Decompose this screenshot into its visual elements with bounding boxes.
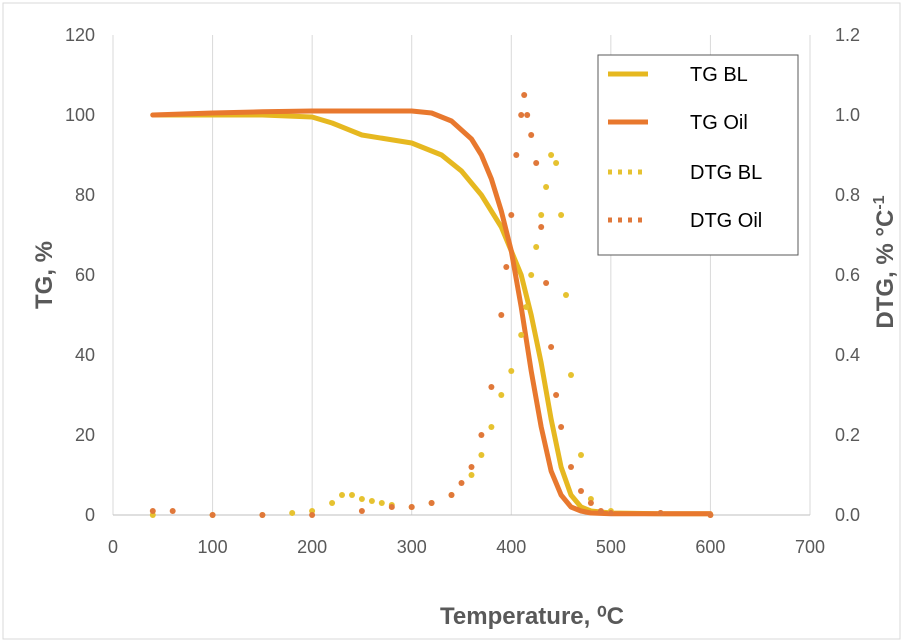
series-3-point-12 xyxy=(478,432,485,438)
series-2-point-31 xyxy=(578,452,584,458)
x-tick-label-2: 200 xyxy=(297,537,327,557)
series-2-point-18 xyxy=(498,392,505,398)
y-axis-right-title-main: DTG, % °C xyxy=(872,210,899,329)
series-2-point-28 xyxy=(558,212,565,218)
series-layer xyxy=(149,92,714,518)
series-2-point-19 xyxy=(508,368,515,374)
series-3-point-32 xyxy=(607,510,614,516)
series-3-point-27 xyxy=(558,424,565,430)
series-3-point-34 xyxy=(707,512,714,518)
series-3-point-3 xyxy=(259,512,266,518)
series-3-point-31 xyxy=(597,508,604,514)
series-2-point-25 xyxy=(543,184,550,190)
series-3-point-15 xyxy=(503,264,510,270)
series-3-point-4 xyxy=(309,512,316,518)
series-3-point-33 xyxy=(657,510,664,516)
y-left-tick-label-5: 100 xyxy=(65,105,95,125)
legend-label-dtg-oil: DTG Oil xyxy=(690,210,762,232)
series-3-point-25 xyxy=(548,344,555,350)
series-3-point-11 xyxy=(468,464,475,470)
series-3-point-0 xyxy=(149,508,156,514)
series-2-point-29 xyxy=(563,292,569,298)
series-2-point-20 xyxy=(518,332,525,338)
y-left-tick-label-3: 60 xyxy=(75,265,95,285)
y-right-tick-label-4: 0.8 xyxy=(835,185,860,205)
legend-label-tg-oil: TG Oil xyxy=(690,112,748,134)
y-left-tick-label-4: 80 xyxy=(75,185,95,205)
series-3-point-13 xyxy=(488,384,495,390)
series-3-point-17 xyxy=(513,152,520,158)
y-left-tick-label-1: 20 xyxy=(75,425,95,445)
legend: TG BL TG Oil DTG BL DTG Oil xyxy=(597,54,799,256)
y-left-tick-label-2: 40 xyxy=(75,345,95,365)
series-2-point-30 xyxy=(568,372,574,378)
x-tick-label-3: 300 xyxy=(397,537,427,557)
series-3-point-30 xyxy=(587,500,594,506)
y-right-tick-label-6: 1.2 xyxy=(835,25,860,45)
series-2-point-15 xyxy=(468,472,475,478)
x-tick-label-4: 400 xyxy=(496,537,526,557)
series-2-point-10 xyxy=(378,500,385,506)
x-tick-label-6: 600 xyxy=(695,537,725,557)
y-right-tick-label-1: 0.2 xyxy=(835,425,860,445)
series-2-point-3 xyxy=(289,510,296,516)
series-3-point-28 xyxy=(568,464,574,470)
series-3-point-21 xyxy=(528,132,535,138)
series-2-point-26 xyxy=(548,152,555,158)
y-axis-right-title-superscript: -1 xyxy=(871,195,888,209)
series-3-point-24 xyxy=(543,280,550,286)
series-3-point-6 xyxy=(388,504,395,510)
y-left-tick-label-0: 0 xyxy=(85,505,95,525)
tick-labels: 0 100 200 300 400 500 600 700 0 20 40 60 80 100 120 0.0… xyxy=(65,25,860,557)
y-right-tick-label-5: 1.0 xyxy=(835,105,860,125)
series-3-point-14 xyxy=(498,312,505,318)
series-2-point-27 xyxy=(553,160,560,166)
series-2-point-7 xyxy=(349,492,355,498)
series-line-1 xyxy=(150,108,713,517)
series-3-point-22 xyxy=(533,160,540,166)
series-2-point-17 xyxy=(488,424,495,430)
series-3-point-7 xyxy=(408,504,415,510)
series-3-point-23 xyxy=(538,224,545,230)
series-2-point-9 xyxy=(368,498,375,504)
y-right-tick-label-2: 0.4 xyxy=(835,345,860,365)
series-3-point-18 xyxy=(518,112,525,118)
series-3-point-20 xyxy=(524,112,531,118)
series-2-point-21 xyxy=(523,304,530,310)
y-left-tick-label-6: 120 xyxy=(65,25,95,45)
x-axis-title: Temperature, ⁰C xyxy=(440,603,624,630)
series-2-point-16 xyxy=(478,452,485,458)
series-3-point-5 xyxy=(358,508,365,514)
series-3-point-29 xyxy=(578,488,584,494)
y-right-tick-label-0: 0.0 xyxy=(835,505,860,525)
series-2-point-6 xyxy=(339,492,345,498)
series-3-point-26 xyxy=(553,392,560,398)
series-3-point-16 xyxy=(508,212,515,218)
series-2-point-22 xyxy=(528,272,535,278)
series-3-point-9 xyxy=(448,492,455,498)
y-right-tick-label-3: 0.6 xyxy=(835,265,860,285)
series-2-point-23 xyxy=(533,244,540,250)
x-tick-label-1: 100 xyxy=(198,537,228,557)
series-3-point-10 xyxy=(458,480,465,486)
series-3-point-19 xyxy=(521,92,528,98)
x-tick-label-0: 0 xyxy=(108,537,118,557)
series-2-point-8 xyxy=(358,496,365,502)
series-2-point-24 xyxy=(538,212,545,218)
x-tick-label-7: 700 xyxy=(795,537,825,557)
series-3-point-2 xyxy=(209,512,216,518)
series-2-point-5 xyxy=(329,500,336,506)
y-axis-left-title: TG, % xyxy=(31,241,58,309)
legend-label-dtg-bl: DTG BL xyxy=(690,162,762,184)
series-3-point-8 xyxy=(428,500,435,506)
series-dots-3 xyxy=(149,92,714,518)
legend-label-tg-bl: TG BL xyxy=(690,64,748,86)
y-axis-right-title: DTG, % °C-1 xyxy=(871,195,899,328)
series-3-point-1 xyxy=(169,508,176,514)
x-tick-label-5: 500 xyxy=(596,537,626,557)
